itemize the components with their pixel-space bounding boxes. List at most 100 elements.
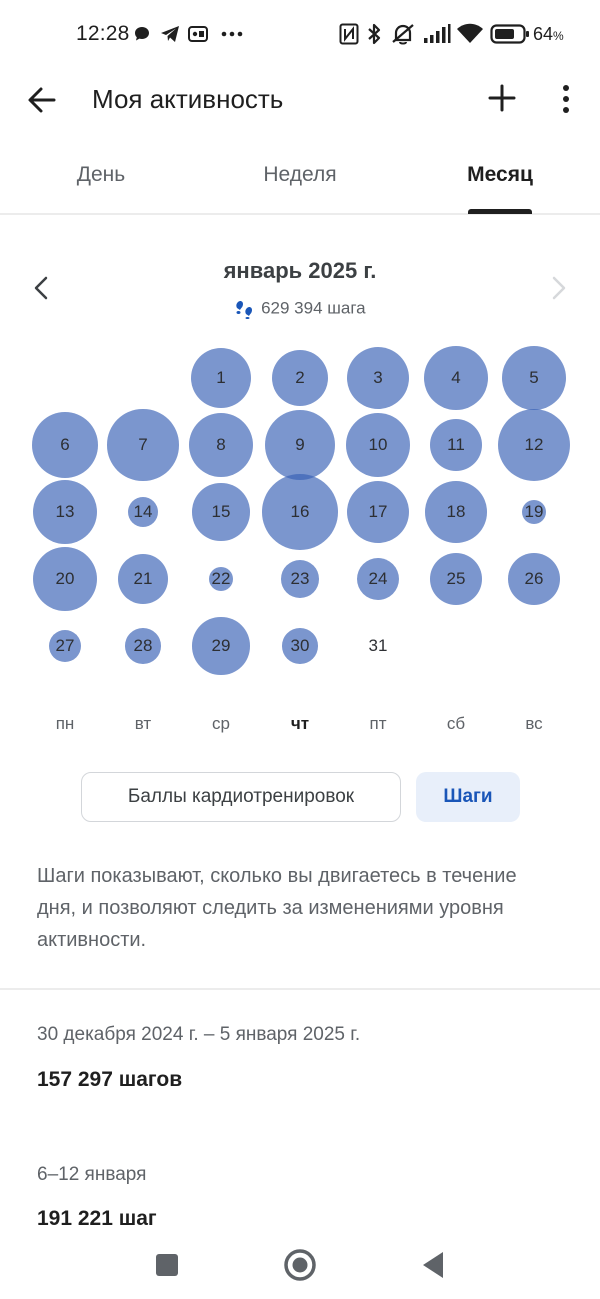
weekday-label: пн bbox=[55, 714, 75, 733]
status-bar: 12:28 64% bbox=[0, 0, 600, 68]
day-bubble[interactable] bbox=[502, 346, 566, 410]
day-number: 18 bbox=[446, 502, 466, 521]
day-number: 5 bbox=[529, 368, 539, 387]
month-total: 629 394 шага bbox=[0, 298, 600, 319]
day-number: 19 bbox=[524, 502, 544, 521]
weekday-label: ср bbox=[212, 714, 230, 733]
day-bubble[interactable] bbox=[346, 413, 410, 477]
cardio-points-chip[interactable]: Баллы кардиотренировок bbox=[81, 772, 401, 822]
week-range: 30 декабря 2024 г. – 5 января 2025 г. bbox=[37, 1024, 361, 1045]
steps-chip[interactable]: Шаги bbox=[416, 772, 520, 822]
weekday-labels: пн вт ср чт пт сб вс bbox=[0, 714, 600, 736]
day-bubble[interactable] bbox=[271, 349, 329, 407]
day-number: 30 bbox=[290, 636, 310, 655]
signal-icon bbox=[424, 24, 451, 43]
day-number: 8 bbox=[216, 435, 226, 454]
day-number: 4 bbox=[451, 368, 461, 387]
day-number: 13 bbox=[55, 502, 75, 521]
back-button[interactable] bbox=[24, 82, 62, 118]
day-bubble[interactable] bbox=[107, 409, 179, 481]
day-number: 7 bbox=[138, 435, 148, 454]
vk-icon bbox=[188, 26, 208, 42]
month-calendar: 1 2 3 4 5 6 7 8 9 10 11 12 13 14 15 16 17 18 19 20 21 22 23 24 2… bbox=[0, 330, 600, 700]
week-steps: 157 297 шагов bbox=[37, 1068, 183, 1091]
day-bubble[interactable] bbox=[192, 617, 250, 675]
day-bubble[interactable] bbox=[190, 347, 252, 409]
prev-month-button[interactable] bbox=[28, 272, 56, 304]
more-vert-icon bbox=[563, 85, 569, 113]
back-nav-icon[interactable] bbox=[420, 1250, 446, 1280]
day-number: 24 bbox=[368, 569, 388, 588]
day-bubble[interactable] bbox=[188, 412, 254, 478]
day-number: 16 bbox=[290, 502, 310, 521]
chat-bubble-icon bbox=[135, 27, 149, 41]
day-bubble[interactable] bbox=[32, 479, 98, 545]
day-number: 6 bbox=[60, 435, 70, 454]
day-bubble[interactable] bbox=[356, 557, 400, 601]
month-title: январь 2025 г. bbox=[223, 258, 377, 283]
period-tabs: День Неделя Месяц bbox=[0, 145, 600, 215]
month-total-steps: 629 394 шага bbox=[261, 298, 366, 318]
chevron-left-icon bbox=[34, 276, 48, 300]
weekday-label: вт bbox=[134, 714, 152, 733]
day-number: 14 bbox=[133, 502, 153, 521]
weekday-label: вс bbox=[525, 714, 543, 733]
day-bubble[interactable] bbox=[32, 546, 98, 612]
day-bubble[interactable] bbox=[118, 554, 168, 604]
day-bubble[interactable] bbox=[48, 629, 82, 663]
plus-icon bbox=[488, 84, 516, 112]
day-number: 3 bbox=[373, 368, 383, 387]
day-number: 15 bbox=[211, 502, 231, 521]
day-bubble[interactable] bbox=[508, 553, 560, 605]
page-title: Моя активность bbox=[92, 84, 284, 114]
recents-icon[interactable] bbox=[154, 1252, 180, 1278]
battery-percent-unit: % bbox=[553, 29, 564, 43]
day-bubble[interactable] bbox=[264, 409, 336, 481]
weekday-label: чт bbox=[290, 714, 310, 733]
day-bubble[interactable] bbox=[281, 560, 319, 598]
tab-indicator bbox=[468, 209, 532, 214]
day-bubble[interactable] bbox=[125, 628, 161, 664]
status-time: 12:28 bbox=[76, 22, 130, 45]
home-icon[interactable] bbox=[283, 1248, 317, 1282]
day-number: 17 bbox=[368, 502, 388, 521]
day-bubble[interactable] bbox=[430, 419, 482, 471]
app-bar: Моя активность bbox=[0, 68, 600, 132]
day-number: 21 bbox=[133, 569, 153, 588]
day-bubble[interactable] bbox=[346, 480, 410, 544]
chevron-right-icon bbox=[552, 276, 566, 300]
day-number: 26 bbox=[524, 569, 544, 588]
arrow-back-icon bbox=[28, 87, 56, 113]
day-bubble[interactable] bbox=[424, 346, 488, 410]
tab-day[interactable]: День bbox=[76, 163, 126, 186]
tab-month[interactable]: Месяц bbox=[467, 163, 533, 186]
day-bubble[interactable] bbox=[346, 346, 410, 410]
next-month-button[interactable] bbox=[544, 272, 572, 304]
steps-icon bbox=[236, 300, 253, 319]
day-number: 9 bbox=[295, 435, 305, 454]
day-number: 20 bbox=[55, 569, 75, 588]
week-steps: 191 221 шаг bbox=[37, 1207, 157, 1230]
day-bubble[interactable] bbox=[32, 412, 98, 478]
day-bubble[interactable] bbox=[192, 483, 250, 541]
day-bubble[interactable] bbox=[497, 408, 571, 482]
add-button[interactable] bbox=[484, 80, 520, 116]
day-number: 23 bbox=[290, 569, 310, 588]
day-bubble[interactable] bbox=[430, 553, 482, 605]
more-options-button[interactable] bbox=[552, 80, 580, 120]
day-bubble[interactable] bbox=[425, 481, 487, 543]
day-number: 28 bbox=[133, 636, 153, 655]
day-bubble[interactable] bbox=[208, 566, 234, 592]
day-bubble[interactable] bbox=[282, 628, 318, 664]
divider bbox=[0, 988, 600, 990]
battery-percent: 64% bbox=[533, 24, 564, 45]
weekday-label: пт bbox=[369, 714, 387, 733]
day-bubble[interactable] bbox=[127, 496, 159, 528]
day-number: 22 bbox=[211, 569, 231, 588]
tab-week[interactable]: Неделя bbox=[263, 163, 337, 186]
vibrate-off-icon bbox=[392, 24, 414, 45]
wifi-icon bbox=[457, 23, 483, 43]
day-bubble[interactable] bbox=[262, 474, 338, 550]
day-number: 12 bbox=[524, 435, 544, 454]
day-bubble[interactable] bbox=[521, 499, 547, 525]
